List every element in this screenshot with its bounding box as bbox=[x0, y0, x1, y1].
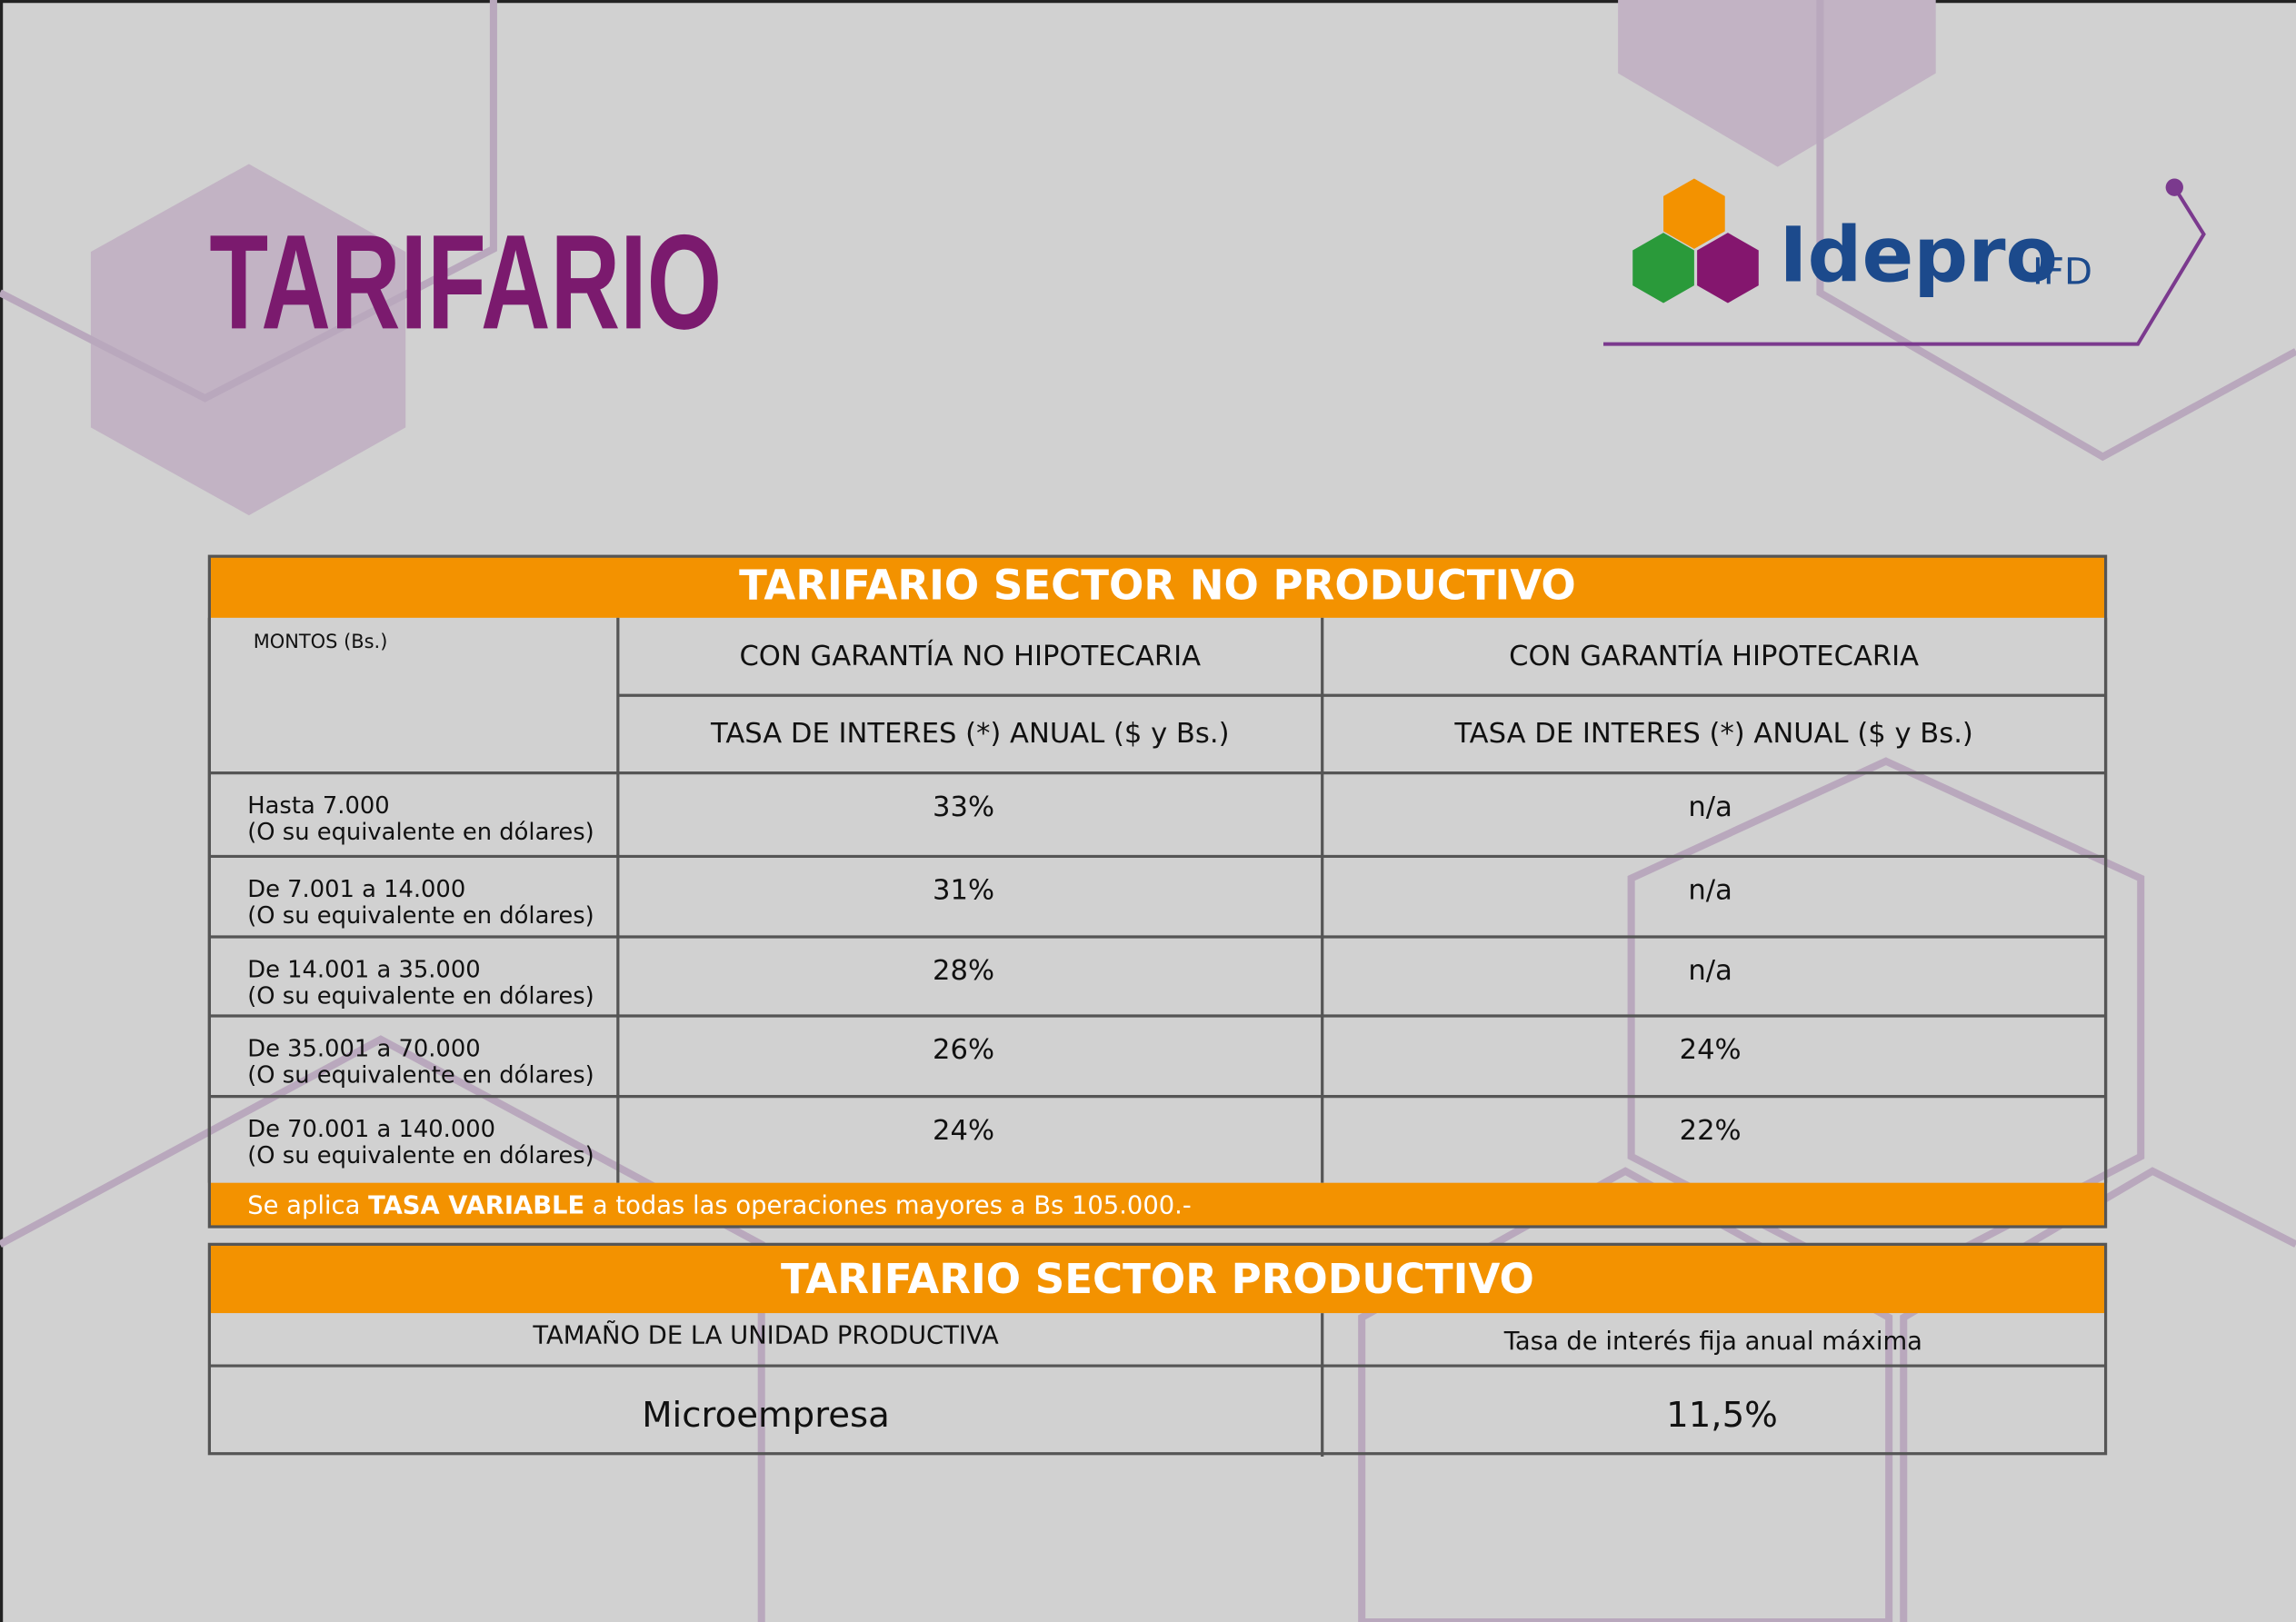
table-title: TARIFARIO SECTOR NO PRODUCTIVO bbox=[739, 562, 1576, 610]
footnote: Se aplica TASA VARIABLE a todas las oper… bbox=[247, 1191, 1192, 1219]
table-title: TARIFARIO SECTOR PRODUCTIVO bbox=[781, 1255, 1534, 1303]
rate: 31% bbox=[933, 875, 994, 907]
table-frame bbox=[207, 554, 2108, 1229]
amount-note: (O su equivalente en dólares) bbox=[247, 819, 594, 846]
rate: 24% bbox=[1680, 1034, 1742, 1066]
rate: n/a bbox=[1688, 875, 1732, 907]
column-header: CON GARANTÍA NO HIPOTECARIA bbox=[739, 640, 1201, 672]
footnote-bar bbox=[209, 1182, 2106, 1228]
amount-note: (O su equivalente en dólares) bbox=[247, 1142, 594, 1169]
column-subheader: TASA DE INTERES (*) ANUAL ($ y Bs.) bbox=[1453, 718, 1973, 750]
rate: 33% bbox=[933, 791, 994, 823]
rate: 26% bbox=[933, 1034, 994, 1066]
corner-header: MONTOS (Bs.) bbox=[254, 631, 388, 652]
cell: 11,5% bbox=[1666, 1395, 1778, 1436]
amount: De 35.001 a 70.000 bbox=[247, 1036, 480, 1063]
rate: n/a bbox=[1688, 791, 1732, 823]
rate: n/a bbox=[1688, 955, 1732, 987]
table-frame bbox=[207, 1242, 2108, 1456]
page-title: TARIFARIO bbox=[209, 207, 722, 357]
amount: De 7.001 a 14.000 bbox=[247, 876, 465, 903]
column-subheader: TASA DE INTERES (*) ANUAL ($ y Bs.) bbox=[710, 718, 1230, 750]
column-header: CON GARANTÍA HIPOTECARIA bbox=[1509, 640, 1919, 672]
cell: Microempresa bbox=[642, 1395, 890, 1436]
footnote-part: a todas las operaciones mayores a Bs 105… bbox=[584, 1191, 1192, 1219]
amount-note: (O su equivalente en dólares) bbox=[247, 1062, 594, 1090]
footnote-part: TASA VARIABLE bbox=[368, 1191, 584, 1219]
amount: Hasta 7.000 bbox=[247, 792, 389, 820]
column-header: Tasa de interés fija anual máxima bbox=[1503, 1328, 1922, 1356]
logo-name: Idepro bbox=[1779, 211, 2058, 300]
amount: De 70.001 a 140.000 bbox=[247, 1116, 495, 1143]
footnote-part: Se aplica bbox=[247, 1191, 368, 1219]
logo-suffix: IFD bbox=[2032, 251, 2092, 293]
rate: 22% bbox=[1680, 1115, 1742, 1147]
column-header: TAMAÑO DE LA UNIDAD PRODUCTIVA bbox=[532, 1320, 999, 1349]
amount: De 14.001 a 35.000 bbox=[247, 957, 480, 984]
table-title-bar bbox=[209, 1244, 2106, 1314]
amount-note: (O su equivalente en dólares) bbox=[247, 902, 594, 930]
table-title-bar bbox=[209, 556, 2106, 618]
tables: TARIFARIO SECTOR NO PRODUCTIVO MONTOS (Bs… bbox=[207, 554, 2108, 1457]
rate: 24% bbox=[933, 1115, 994, 1147]
logo: Idepro IFD bbox=[1603, 178, 2206, 346]
rate: 28% bbox=[933, 955, 994, 987]
amount-note: (O su equivalente en dólares) bbox=[247, 983, 594, 1010]
